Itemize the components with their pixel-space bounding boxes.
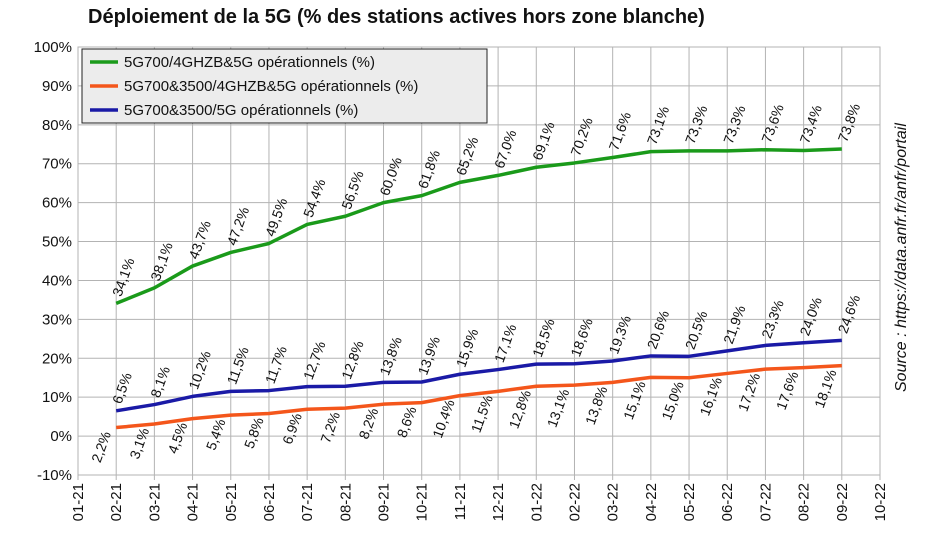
data-label: 8,1% [147, 364, 173, 399]
x-tick-label: 08-22 [796, 483, 813, 521]
data-label: 20,5% [682, 309, 711, 352]
y-tick-label: 60% [42, 195, 72, 212]
data-label: 24,0% [796, 295, 825, 338]
data-label: 12,7% [300, 339, 329, 382]
data-label: 12,8% [338, 339, 367, 382]
x-tick-label: 01-21 [70, 483, 87, 521]
x-tick-label: 07-22 [757, 483, 774, 521]
data-label: 16,1% [696, 375, 725, 418]
source-text: Source : https://data.anfr.fr/anfr/porta… [893, 123, 910, 392]
y-tick-label: 40% [42, 272, 72, 289]
data-label: 6,5% [109, 370, 135, 405]
legend-entry: 5G700/4GHZB&5G opérationnels (%) [124, 54, 375, 71]
x-tick-label: 01-22 [528, 483, 545, 521]
data-label: 10,2% [185, 349, 214, 392]
data-label: 11,7% [262, 344, 290, 386]
data-label: 11,5% [468, 393, 496, 435]
data-label: 3,1% [126, 426, 152, 461]
data-label: 7,2% [317, 410, 343, 445]
data-label: 20,6% [644, 308, 673, 351]
data-label: 18,5% [529, 316, 558, 359]
x-tick-label: 03-21 [146, 483, 163, 521]
data-label: 60,0% [376, 155, 405, 198]
y-tick-label: 30% [42, 311, 72, 328]
x-tick-label: 05-21 [223, 483, 240, 521]
data-label: 17,2% [735, 371, 764, 414]
legend: 5G700/4GHZB&5G opérationnels (%) 5G700&35… [81, 48, 488, 124]
data-label: 70,2% [567, 115, 596, 158]
x-tick-label: 02-22 [566, 483, 583, 521]
y-tick-label: -10% [37, 467, 72, 484]
x-tick-label: 10-21 [414, 483, 431, 521]
y-tick-label: 50% [42, 234, 72, 251]
data-label: 61,8% [414, 148, 443, 191]
series-line [116, 363, 842, 430]
axes: 100%90%80%70%60%50%40%30%20%10%0%-10%01-… [34, 39, 889, 521]
series-line [115, 147, 842, 306]
chart-title: Déploiement de la 5G (% des stations act… [88, 6, 705, 28]
x-tick-label: 10-22 [872, 483, 889, 521]
series-lines [115, 147, 842, 430]
data-label: 12,8% [505, 388, 534, 431]
x-tick-label: 05-22 [681, 483, 698, 521]
data-label: 8,6% [394, 404, 420, 439]
data-label: 6,9% [279, 411, 305, 446]
data-label: 15,9% [453, 326, 482, 369]
x-tick-label: 06-22 [719, 483, 736, 521]
y-tick-label: 90% [42, 78, 72, 95]
data-label: 5,8% [241, 415, 267, 450]
data-label: 43,7% [185, 218, 214, 261]
x-tick-label: 09-22 [834, 483, 851, 521]
data-label: 24,6% [835, 293, 864, 336]
data-label: 13,8% [582, 384, 611, 427]
data-label: 65,2% [453, 135, 482, 178]
x-tick-label: 08-21 [337, 483, 354, 521]
series-line [115, 338, 842, 413]
legend-entry: 5G700&3500/4GHZB&5G opérationnels (%) [124, 78, 418, 95]
x-tick-label: 12-21 [490, 483, 507, 521]
data-label: 56,5% [338, 168, 367, 211]
x-tick-label: 09-21 [376, 483, 393, 521]
data-label: 73,8% [835, 101, 864, 144]
data-label: 18,6% [567, 316, 596, 359]
legend-entry: 5G700&3500/5G opérationnels (%) [124, 102, 358, 119]
y-tick-label: 10% [42, 389, 72, 406]
data-label: 54,4% [300, 177, 329, 220]
plot-frame [77, 46, 881, 476]
data-label: 69,1% [529, 119, 558, 162]
data-label: 10,4% [429, 397, 458, 440]
y-tick-label: 70% [42, 156, 72, 173]
data-label: 34,1% [109, 256, 138, 299]
data-label: 73,4% [796, 103, 825, 146]
data-label: 17,6% [773, 369, 802, 412]
x-tick-label: 03-22 [605, 483, 622, 521]
y-tick-label: 80% [42, 117, 72, 134]
data-label: 15,0% [658, 379, 687, 422]
y-tick-label: 100% [34, 39, 72, 56]
source-note: Source : https://data.anfr.fr/anfr/porta… [893, 123, 910, 392]
data-label: 21,9% [720, 303, 749, 346]
x-tick-label: 04-22 [643, 483, 660, 521]
data-label: 18,1% [811, 367, 840, 410]
data-label: 5,4% [203, 417, 229, 452]
data-label: 13,8% [376, 335, 405, 378]
y-tick-label: 0% [50, 428, 72, 445]
data-label: 71,6% [605, 110, 634, 153]
y-tick-label: 20% [42, 350, 72, 367]
x-tick-label: 06-21 [261, 483, 278, 521]
data-label: 13,1% [544, 387, 573, 430]
data-label: 73,6% [758, 102, 787, 145]
x-tick-label: 11-21 [452, 483, 469, 520]
legend-box [81, 48, 488, 124]
data-label: 13,9% [414, 334, 443, 377]
x-tick-label: 02-21 [108, 483, 125, 521]
data-label: 11,5% [224, 345, 252, 387]
data-label: 15,1% [620, 379, 649, 422]
data-label: 4,5% [164, 420, 190, 455]
data-label: 2,2% [88, 429, 114, 464]
data-labels: 34,1% 38,1%43,7% 47,2% 49,5% 54,4% 56,5% 60,0%… [88, 101, 863, 464]
x-tick-label: 04-21 [185, 483, 202, 521]
x-tick-label: 07-21 [299, 483, 316, 521]
